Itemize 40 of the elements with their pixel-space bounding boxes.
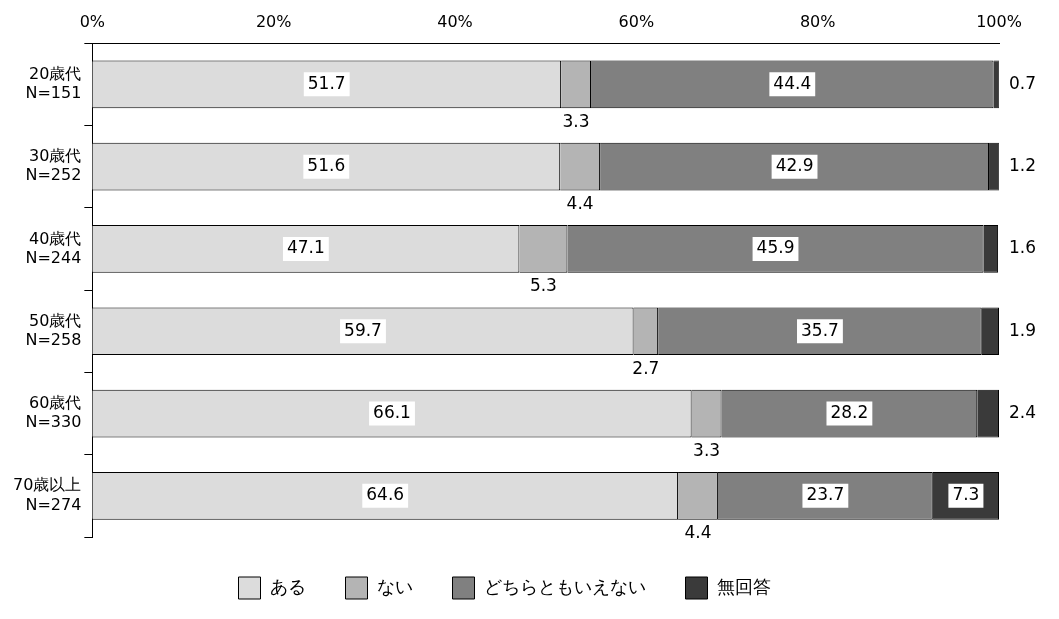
data-label: 51.6 <box>307 155 346 176</box>
data-label: 45.9 <box>756 237 795 258</box>
data-label: 59.7 <box>344 319 382 340</box>
legend-label: ある <box>269 575 306 597</box>
x-tick-label: 80% <box>799 11 836 31</box>
data-label: 28.2 <box>830 401 869 422</box>
data-label: 44.4 <box>773 72 812 93</box>
data-label: 35.7 <box>801 319 839 340</box>
y-tick-label: 30歳代 N=252 <box>25 146 82 185</box>
legend-label: どちらともいえない <box>483 575 646 597</box>
y-tick-label: 50歳代 N=258 <box>25 310 82 350</box>
data-label: 51.7 <box>307 72 346 93</box>
y-tick-label: 20歳代 N=151 <box>25 63 82 103</box>
x-tick-label: 40% <box>437 11 473 31</box>
data-label: 7.3 <box>952 484 980 505</box>
data-label: 23.7 <box>806 484 845 505</box>
data-label: 1.9 <box>1008 319 1037 340</box>
data-label: 66.1 <box>373 401 411 422</box>
legend-label: ない <box>376 575 413 597</box>
data-label: 4.4 <box>684 522 712 543</box>
data-label: 1.6 <box>1008 237 1037 258</box>
x-tick-label: 0% <box>79 11 106 31</box>
data-label: 42.9 <box>775 155 814 176</box>
x-tick-label: 100% <box>976 11 1022 31</box>
data-label: 64.6 <box>366 484 405 505</box>
legend-label: 無回答 <box>716 575 771 597</box>
data-label: 3.3 <box>693 439 721 460</box>
y-tick-label: 40歳代 N=244 <box>25 228 82 267</box>
data-label: 4.4 <box>566 192 594 213</box>
data-label: 2.4 <box>1008 401 1037 422</box>
data-label: 2.7 <box>632 357 660 378</box>
data-label: 47.1 <box>286 237 325 258</box>
x-tick-label: 20% <box>255 11 292 31</box>
data-label: 1.2 <box>1008 155 1037 176</box>
y-tick-label: 70歳以上 N=274 <box>13 475 82 514</box>
data-label: 3.3 <box>562 110 590 131</box>
data-label: 0.7 <box>1008 72 1037 93</box>
data-label: 5.3 <box>529 275 557 296</box>
y-tick-label: 60歳代 N=330 <box>25 393 82 432</box>
x-tick-label: 60% <box>618 11 655 31</box>
